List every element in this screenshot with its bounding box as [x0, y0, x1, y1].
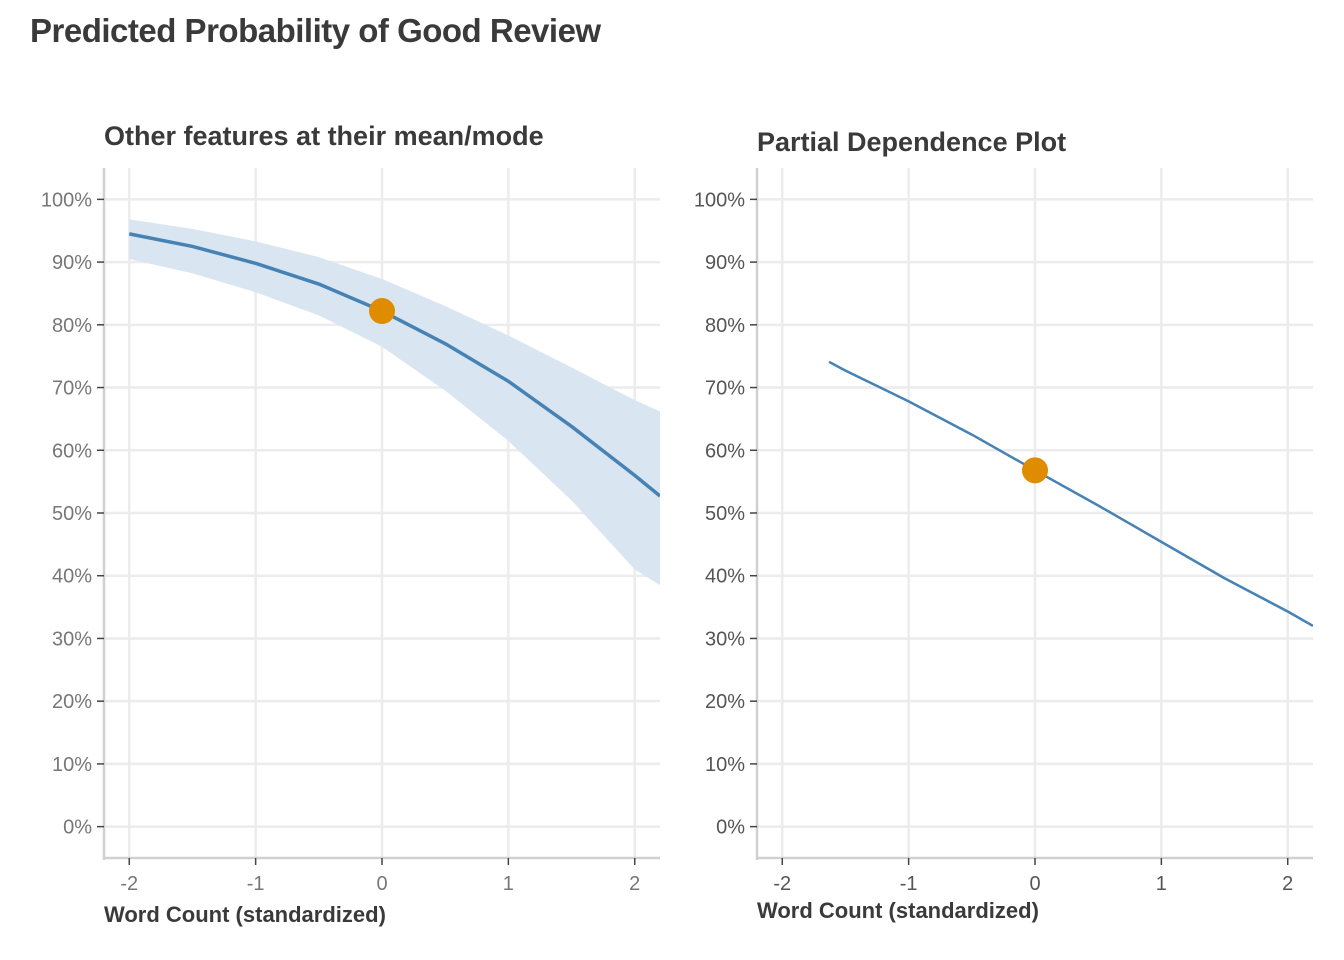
x-tick-label: 0 [376, 873, 387, 895]
y-tick-label: 50% [705, 503, 745, 525]
x-tick-label: -1 [247, 873, 265, 895]
x-tick-label: 2 [629, 873, 640, 895]
plot-area [128, 219, 660, 586]
panel-2: 0% 10% 20% 30% 40% 50% 60% 70% 80% 90% 100% -2 -1 0 1 2… [694, 127, 1313, 923]
y-tick-label: 60% [705, 440, 745, 462]
y-tick-label: 0% [716, 817, 745, 839]
y-tick-label: 30% [52, 628, 92, 650]
y-tick-label: 30% [705, 628, 745, 650]
y-tick-label: 0% [63, 817, 92, 839]
y-tick-label: 90% [705, 252, 745, 274]
y-tick-label: 60% [52, 440, 92, 462]
y-tick-label: 80% [705, 315, 745, 337]
x-tick-label: -2 [773, 873, 791, 895]
y-tick-label: 70% [52, 378, 92, 400]
y-tick-label: 40% [705, 566, 745, 588]
x-tick-label: 2 [1282, 873, 1293, 895]
panel-1: 0% 10% 20% 30% 40% 50% 60% 70% 80% 90% 100% -2 -1 0 1 2… [41, 121, 660, 927]
x-tick-label: 1 [1156, 873, 1167, 895]
x-tick-label: -2 [120, 873, 138, 895]
panel-title: Other features at their mean/mode [104, 121, 544, 151]
x-tick-label: 0 [1029, 873, 1040, 895]
x-axis-title: Word Count (standardized) [104, 902, 386, 927]
y-tick-label: 70% [705, 378, 745, 400]
y-tick-label: 50% [52, 503, 92, 525]
y-tick-label: 40% [52, 566, 92, 588]
x-tick-label: 1 [503, 873, 514, 895]
plot-area [828, 360, 1313, 627]
y-tick-label: 80% [52, 315, 92, 337]
series-line [828, 360, 1313, 627]
confidence-band [129, 219, 660, 586]
highlight-point [1022, 457, 1048, 484]
highlight-point [369, 298, 395, 325]
y-tick-label: 100% [694, 189, 745, 211]
y-tick-label: 10% [52, 754, 92, 776]
x-tick-label: -1 [900, 873, 918, 895]
y-tick-label: 20% [52, 691, 92, 713]
y-tick-label: 10% [705, 754, 745, 776]
x-axis-title: Word Count (standardized) [757, 898, 1039, 923]
y-tick-label: 20% [705, 691, 745, 713]
chart-title: Predicted Probability of Good Review [30, 12, 601, 49]
y-tick-label: 90% [52, 252, 92, 274]
y-tick-label: 100% [41, 189, 92, 211]
panel-title: Partial Dependence Plot [757, 127, 1066, 157]
series-line [128, 232, 660, 498]
